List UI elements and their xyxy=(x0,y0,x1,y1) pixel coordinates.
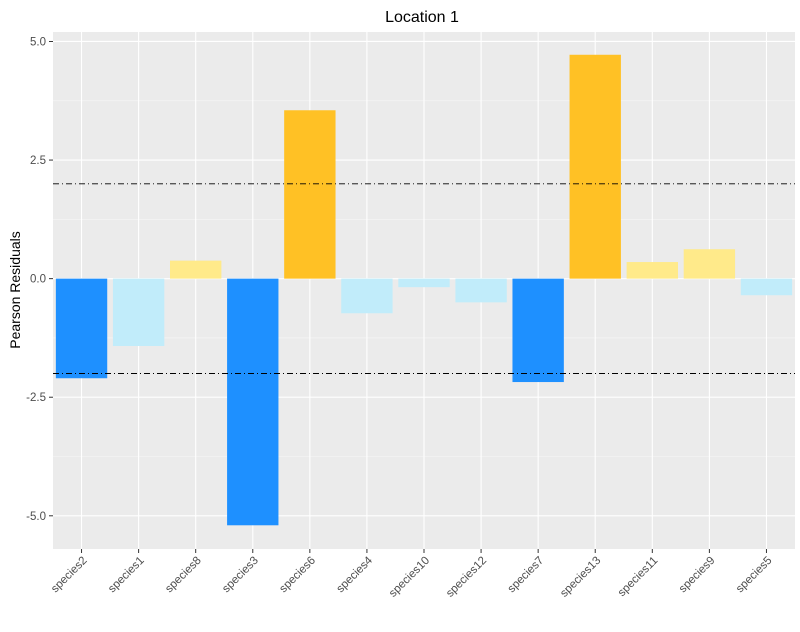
bar-species2 xyxy=(55,278,108,379)
x-tick-label: species5 xyxy=(734,555,775,596)
y-tick-label: -2.5 xyxy=(26,392,46,404)
bar-species11 xyxy=(626,262,678,279)
x-tick-label: species9 xyxy=(677,555,718,596)
x-tick-label: species13 xyxy=(558,555,603,600)
bar-species1 xyxy=(112,278,165,346)
y-tick-label: -5.0 xyxy=(26,511,46,523)
bar-species12 xyxy=(455,278,507,303)
x-tick-label: species8 xyxy=(163,555,204,596)
bar-species3 xyxy=(227,278,279,526)
x-tick-label: species6 xyxy=(277,555,318,596)
y-axis: -5.0 -2.5 0.0 2.5 5.0 xyxy=(26,36,53,523)
x-tick-label: species2 xyxy=(49,555,90,596)
bar-species7 xyxy=(512,278,564,383)
y-tick-label: 0.0 xyxy=(30,274,46,286)
bar-species5 xyxy=(740,278,793,296)
y-tick-label: 5.0 xyxy=(30,36,46,48)
chart-title: Location 1 xyxy=(385,9,459,26)
x-tick-label: species11 xyxy=(616,555,661,600)
bars xyxy=(55,54,793,526)
bar-species6 xyxy=(284,110,336,279)
y-tick-label: 2.5 xyxy=(30,155,46,167)
x-axis: species2 species1 species8 species3 species6… xyxy=(49,549,775,600)
bar-species8 xyxy=(170,260,222,279)
x-tick-label: species4 xyxy=(334,554,375,595)
x-tick-label: species3 xyxy=(220,555,261,596)
x-tick-label: species1 xyxy=(106,555,147,596)
bar-species13 xyxy=(569,54,621,279)
y-axis-label: Pearson Residuals xyxy=(7,231,23,349)
x-tick-label: species12 xyxy=(444,555,489,600)
bar-species4 xyxy=(341,278,393,314)
bar-species10 xyxy=(398,278,450,288)
bar-species9 xyxy=(683,249,736,279)
x-tick-label: species10 xyxy=(387,555,432,600)
x-tick-label: species7 xyxy=(506,555,547,596)
